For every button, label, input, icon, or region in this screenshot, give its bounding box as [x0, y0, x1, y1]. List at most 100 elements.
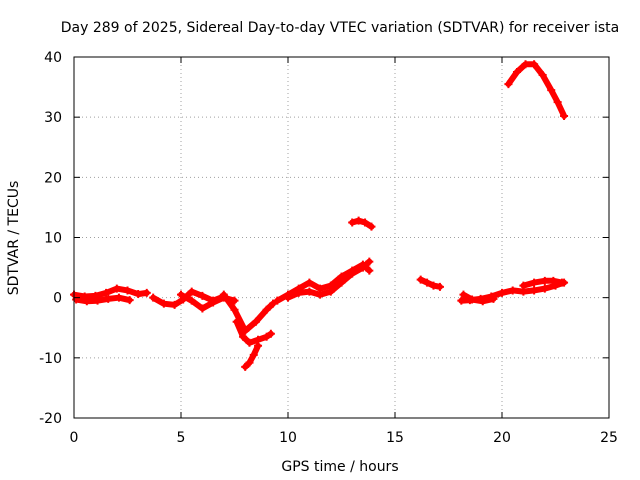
y-tick-label: 20: [44, 170, 62, 186]
data-point: [365, 266, 374, 275]
y-tick-label: 10: [44, 231, 62, 247]
data-point: [245, 338, 254, 347]
data-point: [305, 287, 314, 296]
data-point: [251, 317, 260, 326]
data-point: [198, 304, 207, 313]
data-point: [435, 282, 444, 291]
data-point: [239, 332, 248, 341]
series-line: [460, 291, 497, 305]
data-point: [142, 288, 151, 297]
data-point: [93, 296, 102, 305]
data-point: [305, 278, 314, 287]
x-tick-label: 15: [386, 430, 404, 446]
data-point: [123, 286, 132, 295]
data-point: [365, 257, 374, 266]
y-tick-label: 40: [44, 50, 62, 66]
data-point: [457, 296, 466, 305]
data-point: [354, 216, 363, 225]
data-point: [241, 362, 250, 371]
data-series-group: [70, 60, 569, 371]
series-s13: [459, 290, 498, 306]
data-point: [254, 341, 263, 350]
data-point: [269, 299, 278, 308]
y-tick-label: -20: [39, 411, 62, 427]
y-axis-label: SDTVAR / TECUs: [6, 181, 22, 296]
data-point: [112, 284, 121, 293]
data-point: [230, 296, 239, 305]
data-point: [209, 298, 218, 307]
data-point: [429, 281, 438, 290]
data-point: [245, 358, 254, 367]
series-s2: [72, 293, 134, 306]
data-point: [262, 332, 271, 341]
data-point: [521, 60, 530, 69]
data-point: [348, 218, 357, 227]
x-axis-label: GPS time / hours: [281, 459, 398, 475]
data-point: [232, 317, 241, 326]
data-point: [540, 276, 549, 285]
series-s5: [219, 290, 278, 335]
data-point: [348, 269, 357, 278]
series-s9: [284, 257, 374, 302]
data-point: [361, 218, 370, 227]
data-point: [557, 278, 566, 287]
data-point: [504, 80, 513, 89]
series-s6: [232, 317, 275, 347]
x-tick-label: 25: [600, 430, 618, 446]
data-point: [316, 290, 325, 299]
data-point: [560, 111, 569, 120]
data-point: [530, 278, 539, 287]
data-point: [530, 286, 539, 295]
data-point: [149, 293, 158, 302]
data-point: [198, 291, 207, 300]
x-tick-label: 10: [279, 430, 297, 446]
data-point: [82, 297, 91, 306]
data-point: [489, 294, 498, 303]
data-point: [519, 281, 528, 290]
data-point: [266, 329, 275, 338]
series-s14: [519, 276, 566, 290]
chart-title: Day 289 of 2025, Sidereal Day-to-day VTE…: [61, 20, 619, 36]
grid-lines: [74, 57, 609, 418]
data-point: [72, 295, 81, 304]
data-point: [540, 284, 549, 293]
data-point: [508, 286, 517, 295]
data-point: [358, 263, 367, 272]
data-point: [125, 296, 134, 305]
data-point: [230, 305, 239, 314]
data-point: [538, 71, 547, 80]
data-point: [416, 275, 425, 284]
data-point: [459, 290, 468, 299]
series-s15: [504, 60, 569, 120]
data-point: [326, 287, 335, 296]
data-point: [177, 290, 185, 299]
series-s7: [241, 341, 263, 371]
data-point: [102, 288, 111, 297]
data-point: [478, 297, 487, 306]
x-tick-label: 5: [177, 430, 186, 446]
data-point: [423, 278, 432, 287]
series-s1: [70, 284, 151, 301]
y-tick-label: 0: [53, 291, 62, 307]
data-point: [530, 60, 539, 69]
data-point: [114, 293, 123, 302]
data-point: [262, 305, 271, 314]
axis-ticks: [73, 56, 610, 419]
x-tick-label: 20: [493, 430, 511, 446]
series-line: [505, 61, 568, 119]
data-point: [549, 276, 558, 285]
data-point: [547, 86, 556, 95]
data-point: [104, 294, 113, 303]
data-point: [134, 290, 143, 299]
x-tick-labels: 0 5 10 15 20 25: [70, 430, 618, 446]
data-point: [187, 287, 196, 296]
y-tick-label: 30: [44, 110, 62, 126]
data-point: [512, 68, 521, 77]
data-point: [249, 350, 258, 359]
y-tick-label: -10: [39, 351, 62, 367]
data-point: [498, 288, 506, 297]
data-point: [553, 98, 562, 107]
data-point: [159, 299, 168, 308]
x-tick-label: 0: [70, 430, 79, 446]
